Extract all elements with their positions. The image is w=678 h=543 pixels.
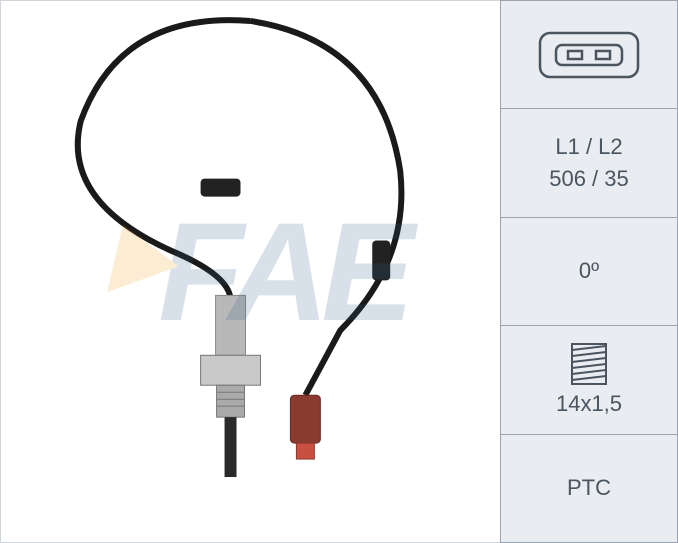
product-photo-area: FAE [0, 0, 500, 543]
spec-thread-value: 14x1,5 [556, 390, 622, 419]
spec-table: L1 / L2 506 / 35 0º 14x1,5 PTC [500, 0, 678, 543]
watermark-text: FAE [158, 191, 406, 353]
spec-connector [500, 0, 678, 108]
brand-watermark: FAE [94, 191, 406, 353]
spec-length-value: 506 / 35 [549, 165, 629, 194]
connector-icon [534, 25, 644, 85]
spec-angle: 0º [500, 217, 678, 325]
spec-type: PTC [500, 434, 678, 543]
product-card: FAE L1 / L2 506 / 35 0º [0, 0, 678, 543]
spec-length-label: L1 / L2 [555, 133, 622, 162]
spec-length: L1 / L2 506 / 35 [500, 108, 678, 216]
spec-thread: 14x1,5 [500, 325, 678, 433]
spec-angle-value: 0º [579, 257, 599, 286]
spec-type-value: PTC [567, 474, 611, 503]
thread-icon [568, 342, 610, 386]
